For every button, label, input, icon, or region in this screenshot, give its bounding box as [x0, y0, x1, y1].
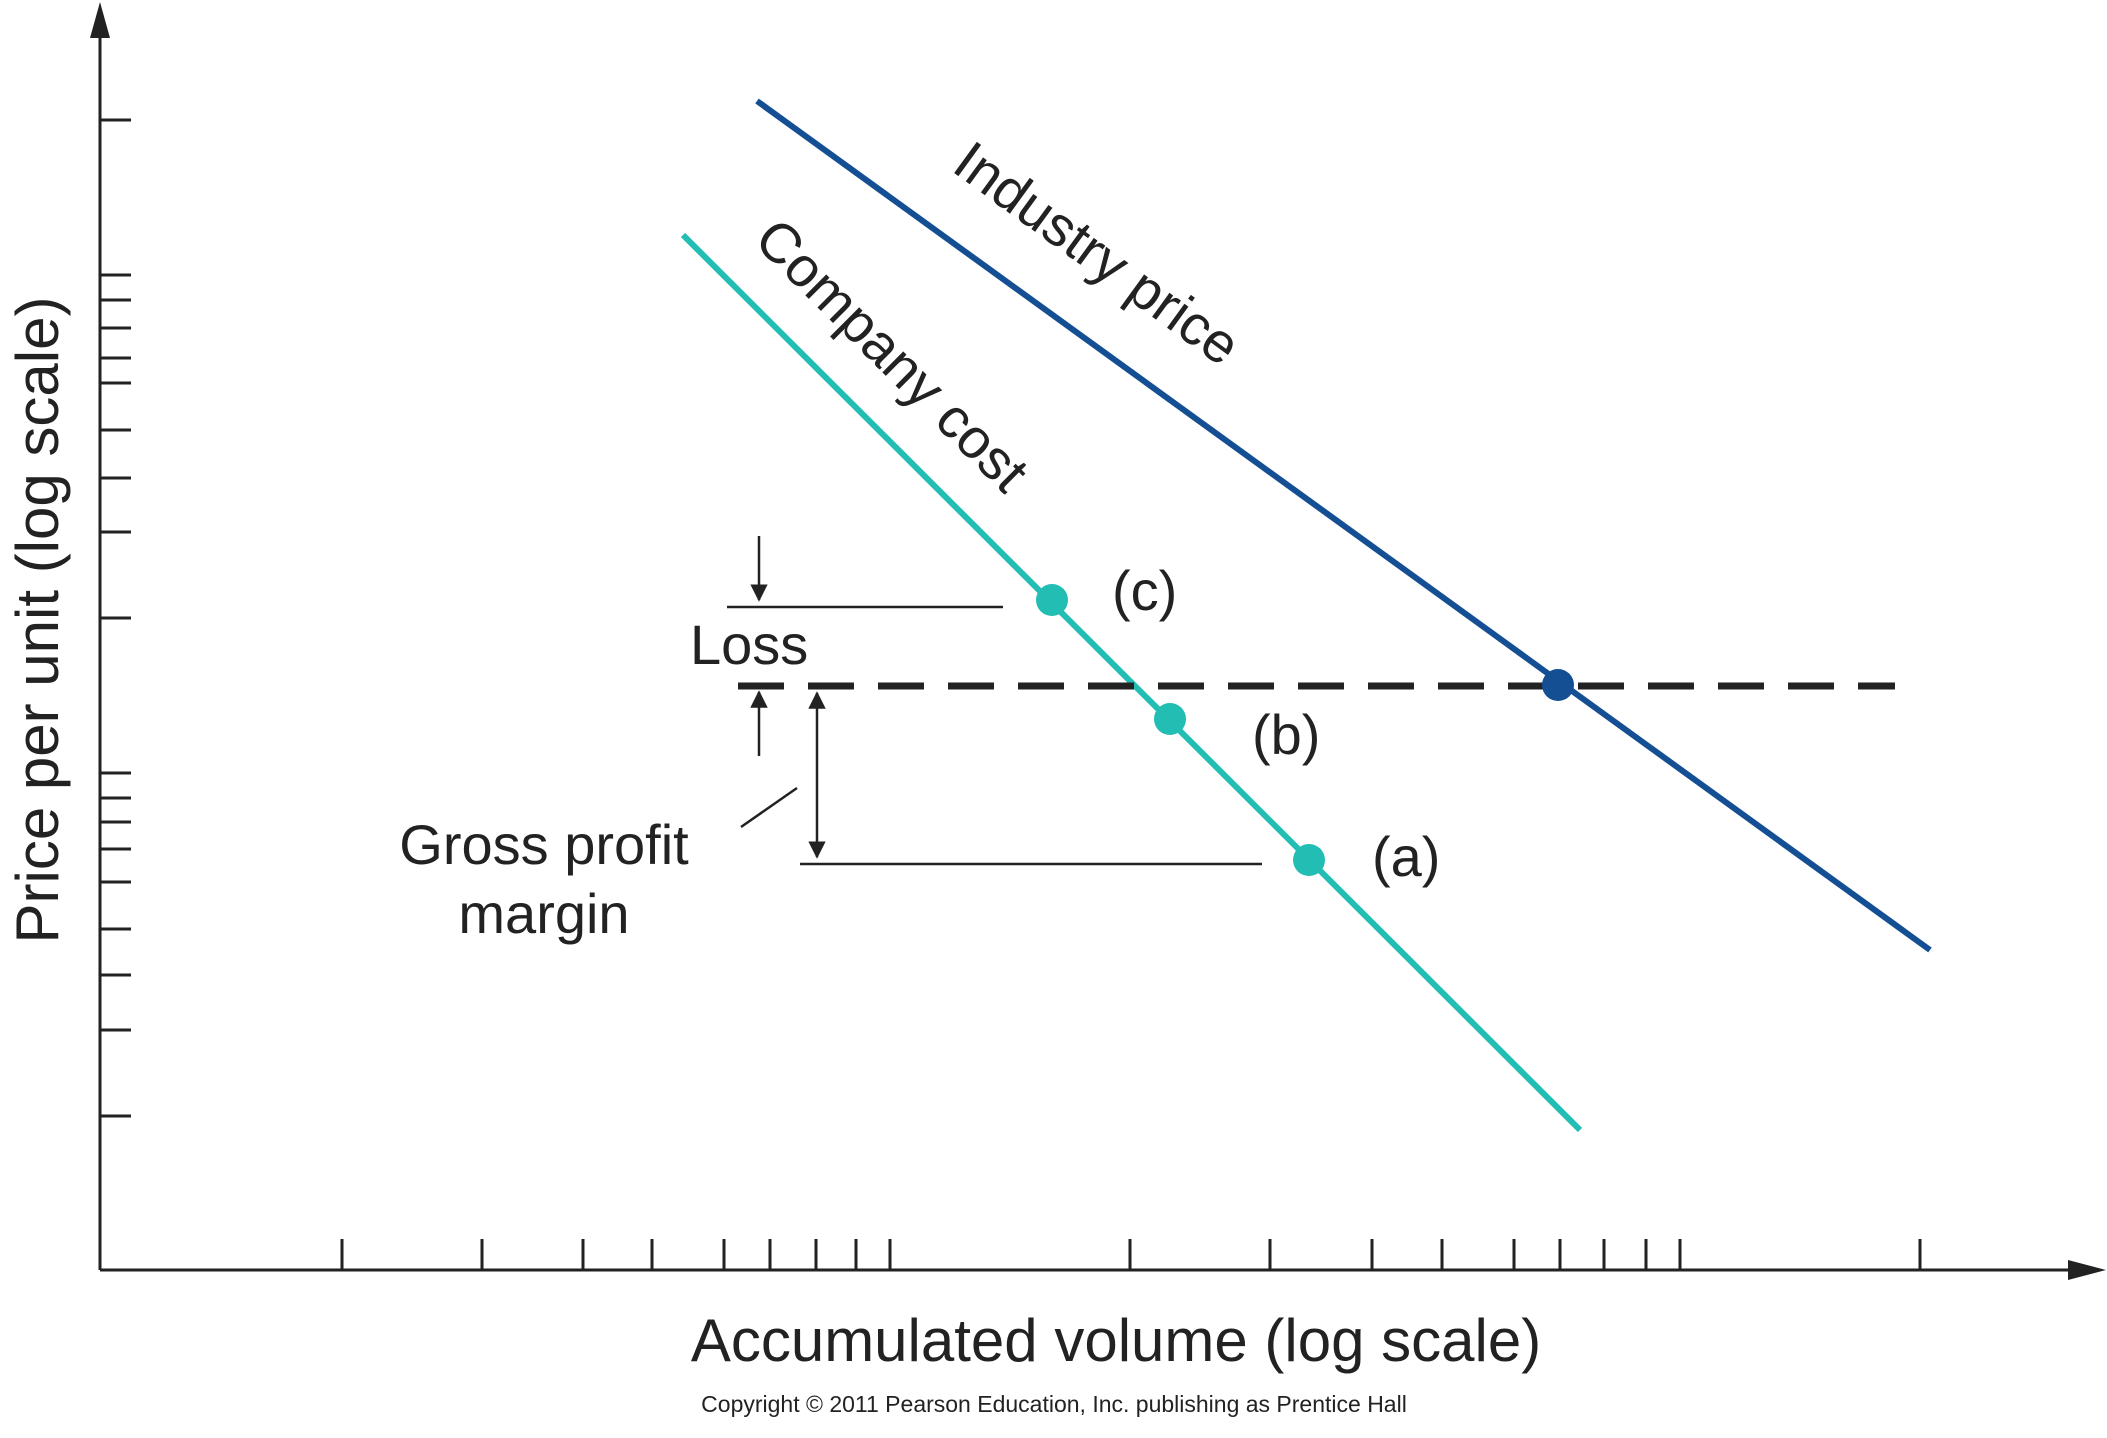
y-axis-arrow-icon: [90, 2, 110, 38]
x-axis-title: Accumulated volume (log scale): [691, 1307, 1541, 1374]
gross-profit-label-line2: margin: [458, 882, 629, 945]
gross-profit-label-line1: Gross profit: [399, 813, 689, 876]
point-label-a: (a): [1372, 825, 1440, 888]
x-axis-arrow-icon: [2068, 1260, 2106, 1280]
y-axis-ticks: [100, 118, 131, 1118]
copyright-notice: Copyright © 2011 Pearson Education, Inc.…: [701, 1391, 1407, 1417]
gross-profit-leader-line: [740, 786, 798, 829]
y-axis-title: Price per unit (log scale): [4, 297, 71, 944]
data-point-b: [1154, 703, 1186, 735]
break-even-point: [1542, 669, 1574, 701]
loss-label: Loss: [690, 613, 808, 676]
point-label-c: (c): [1112, 559, 1177, 622]
x-axis-ticks: [340, 1239, 1922, 1270]
company-cost-label: Company cost: [744, 206, 1042, 504]
industry-price-label: Industry price: [943, 129, 1252, 378]
data-point-a: [1293, 844, 1325, 876]
industry-price-line: [755, 98, 1932, 953]
data-point-c: [1036, 584, 1068, 616]
point-label-b: (b): [1252, 703, 1320, 766]
